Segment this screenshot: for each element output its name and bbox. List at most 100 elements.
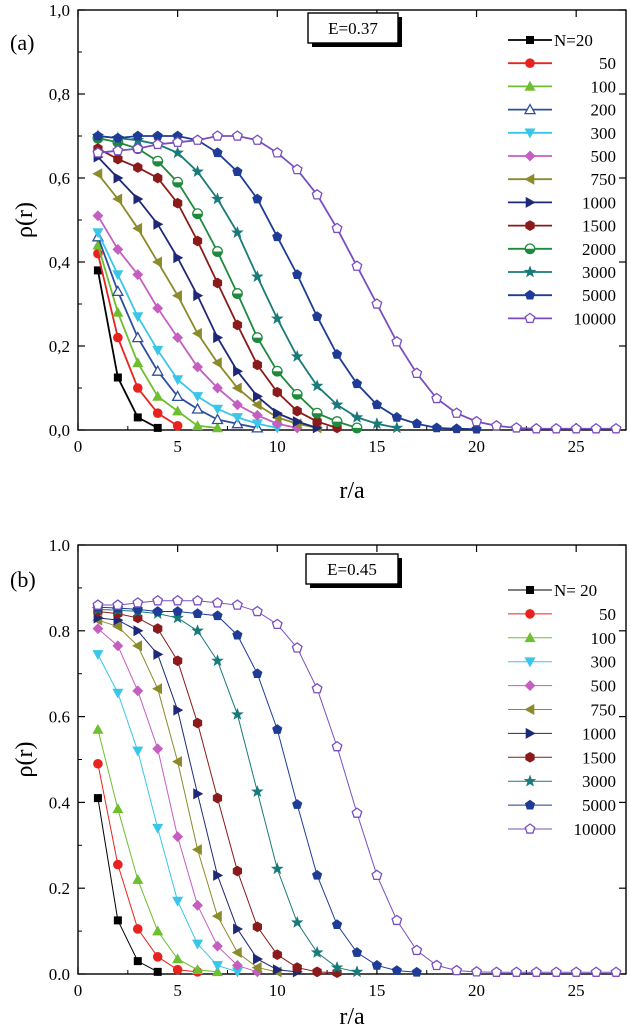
data-point bbox=[212, 610, 223, 621]
series-line bbox=[97, 608, 358, 973]
data-point bbox=[191, 844, 202, 856]
data-point bbox=[131, 331, 144, 343]
legend-marker bbox=[523, 103, 537, 115]
panel-label: (a) bbox=[10, 30, 34, 55]
legend-marker bbox=[525, 727, 536, 739]
legend-entry: 300 bbox=[508, 124, 616, 143]
legend-label: 750 bbox=[591, 701, 617, 720]
data-point bbox=[211, 422, 224, 433]
x-tick-label: 5 bbox=[173, 437, 182, 456]
data-point bbox=[231, 130, 243, 141]
x-tick-label: 25 bbox=[568, 437, 585, 456]
data-point bbox=[112, 132, 123, 143]
data-point bbox=[371, 869, 383, 881]
data-point bbox=[253, 953, 263, 965]
energy-annotation: E=0.45 bbox=[305, 553, 402, 588]
data-point bbox=[133, 625, 144, 637]
legend-entry: 10000 bbox=[508, 820, 616, 839]
series-3000 bbox=[91, 602, 364, 978]
data-point bbox=[251, 332, 263, 344]
y-tick-label: 0.8 bbox=[49, 622, 70, 641]
data-point bbox=[112, 270, 124, 281]
data-point bbox=[152, 256, 163, 268]
data-point bbox=[172, 831, 184, 843]
data-point bbox=[310, 945, 324, 958]
data-point bbox=[92, 168, 103, 180]
data-point bbox=[233, 365, 244, 377]
data-point bbox=[192, 939, 204, 950]
data-point bbox=[172, 176, 184, 188]
legend-entry: 1000 bbox=[508, 193, 616, 212]
data-point bbox=[193, 290, 204, 302]
y-tick-label: 1.0 bbox=[49, 536, 70, 555]
data-point bbox=[570, 422, 582, 434]
legend-label: 100 bbox=[591, 629, 617, 648]
data-point bbox=[272, 949, 282, 961]
data-point bbox=[431, 959, 443, 971]
data-point bbox=[171, 611, 184, 624]
data-point bbox=[153, 218, 164, 230]
data-point bbox=[152, 345, 164, 356]
legend-marker bbox=[524, 680, 536, 692]
data-point bbox=[212, 147, 223, 158]
data-point bbox=[153, 648, 164, 660]
legend-marker bbox=[524, 173, 535, 185]
energy-annotation: E=0.37 bbox=[307, 12, 402, 47]
data-point bbox=[152, 302, 164, 314]
data-point bbox=[211, 404, 224, 415]
data-point bbox=[92, 599, 104, 610]
data-point bbox=[172, 290, 182, 302]
data-point bbox=[351, 378, 363, 389]
data-point bbox=[330, 398, 344, 411]
data-point bbox=[133, 413, 142, 422]
y-tick-label: 0.0 bbox=[49, 965, 70, 984]
legend-marker bbox=[524, 243, 536, 255]
data-point bbox=[92, 723, 104, 734]
data-point bbox=[211, 654, 224, 667]
legend-label: 5000 bbox=[582, 286, 616, 305]
legend-label: N= 20 bbox=[554, 581, 597, 600]
series-1500 bbox=[93, 606, 342, 979]
data-point bbox=[232, 319, 243, 331]
data-point bbox=[270, 862, 284, 875]
data-point bbox=[490, 966, 502, 977]
legend-entry: 200 bbox=[508, 101, 616, 120]
data-point bbox=[92, 210, 104, 222]
data-point bbox=[291, 388, 303, 400]
data-point bbox=[132, 685, 144, 697]
data-point bbox=[92, 650, 104, 661]
legend-entry: 1500 bbox=[508, 217, 616, 236]
legend-entry: 5000 bbox=[508, 796, 616, 815]
data-point bbox=[253, 390, 263, 402]
legend-entry: N= 20 bbox=[508, 581, 597, 600]
legend-marker bbox=[523, 265, 537, 278]
data-point bbox=[112, 144, 124, 156]
data-point bbox=[291, 642, 303, 653]
data-point bbox=[311, 407, 323, 419]
legend-entry: 5000 bbox=[508, 286, 616, 305]
x-tick-label: 5 bbox=[173, 981, 182, 1000]
data-point bbox=[351, 947, 363, 957]
data-point bbox=[112, 306, 124, 317]
data-point bbox=[292, 405, 302, 417]
chart-panel-a: 0 5 10 15 20 25 0,0 0,2 0,4 0,6 0,8 1,0 r/a ρ(r) (a) E=… bbox=[10, 1, 627, 504]
series-line bbox=[97, 619, 278, 973]
chart-panel-b: 0 5 10 15 20 25 0.0 0.2 0.4 0.6 0.8 1.0 r/a ρ(r) (b) E=… bbox=[10, 536, 627, 1030]
legend-label: 1000 bbox=[582, 724, 616, 743]
data-point bbox=[152, 952, 163, 962]
data-point bbox=[411, 966, 422, 977]
legend-label: 500 bbox=[591, 147, 617, 166]
data-point bbox=[310, 379, 324, 392]
data-point bbox=[92, 228, 104, 239]
data-point bbox=[251, 270, 264, 283]
data-point bbox=[330, 960, 344, 973]
legend-entry: 100 bbox=[508, 77, 616, 96]
legend-label: 10000 bbox=[574, 309, 617, 328]
data-point bbox=[251, 785, 264, 798]
data-point bbox=[172, 405, 184, 416]
data-point bbox=[213, 332, 224, 344]
data-point bbox=[411, 418, 422, 429]
series-1000 bbox=[93, 612, 303, 978]
data-point bbox=[252, 359, 262, 371]
